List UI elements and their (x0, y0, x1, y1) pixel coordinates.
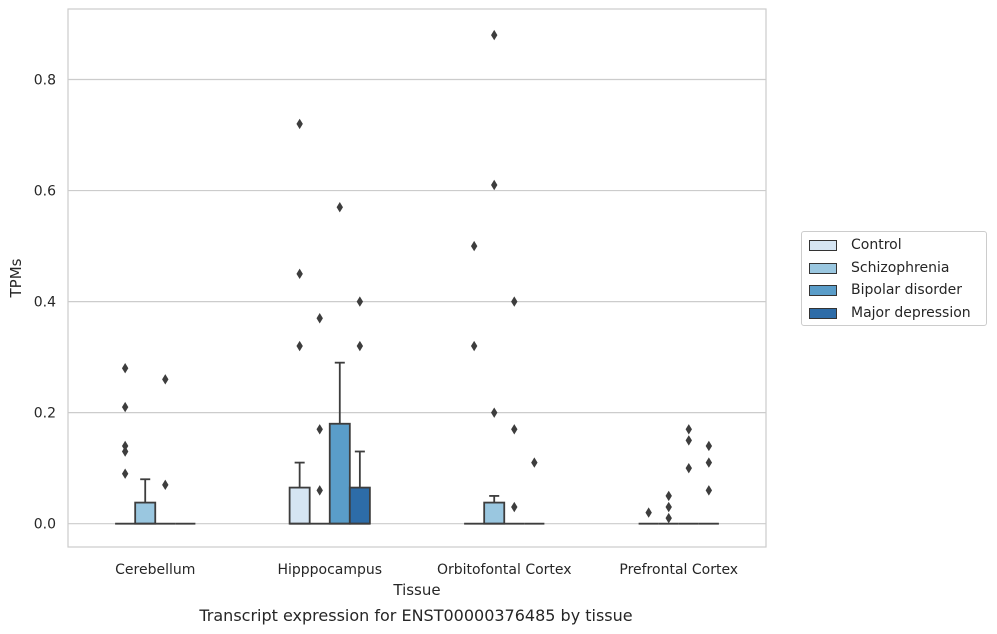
box-major-depression (348, 450, 371, 525)
outlier-point (665, 490, 672, 502)
legend-item-schizophrenia: Schizophrenia (809, 259, 949, 277)
box-schizophrenia (483, 495, 506, 525)
legend-swatch-control (809, 239, 837, 251)
legend-item-control: Control (809, 236, 902, 254)
outlier-point (705, 457, 713, 468)
outlier-point (121, 440, 129, 452)
x-axis-label: Tissue (392, 581, 440, 599)
outlier-point (665, 512, 672, 524)
x-tick-label: Orbitofontal Cortex (437, 562, 572, 578)
outlier-point (491, 407, 498, 418)
outlier-point (511, 296, 518, 307)
outlier-point (121, 363, 129, 374)
box-rect (134, 501, 157, 525)
outlier-point (645, 507, 652, 518)
outlier-point (296, 118, 303, 130)
legend-label-major-depression: Major depression (851, 305, 971, 321)
outlier-point (685, 462, 692, 474)
legend-label-bipolar-disorder: Bipolar disorder (851, 282, 963, 298)
y-tick-label: 0.6 (34, 184, 56, 200)
x-tick-label: Cerebellum (115, 562, 195, 578)
outlier-point (531, 457, 538, 468)
outlier-point (511, 501, 518, 513)
outlier-point (356, 296, 364, 307)
legend-swatch-schizophrenia (809, 262, 837, 274)
box-rect (483, 501, 506, 525)
x-tick-label: Hipppocampus (277, 562, 382, 578)
outlier-point (470, 240, 478, 252)
outlier-point (121, 401, 129, 413)
x-axis-ticks: Cerebellum Hipppocampus Orbitofontal Corte… (115, 562, 738, 578)
outlier-point (162, 374, 169, 385)
chart-caption: Transcript expression for ENST0000037648… (199, 606, 633, 625)
y-tick-label: 0.0 (34, 517, 56, 533)
chart-legend: Control Schizophrenia Bipolar disorder M… (801, 231, 987, 326)
y-axis-label: TPMs (7, 258, 25, 298)
box-schizophrenia (134, 478, 157, 525)
box-rect (328, 422, 351, 525)
box-rect (348, 486, 371, 525)
legend-item-major-depression: Major depression (809, 304, 971, 322)
box-series (115, 361, 719, 525)
legend-swatch-major-depression (809, 307, 837, 319)
y-tick-label: 0.8 (34, 73, 56, 89)
legend-label-schizophrenia: Schizophrenia (851, 260, 950, 276)
outlier-point (162, 479, 169, 491)
outlier-point (470, 340, 478, 352)
outlier-point (491, 29, 498, 41)
box-plot-chart: 0.0 0.2 0.4 0.6 0.8 Cerebellum Hipppocampus Or… (7, 8, 767, 599)
grid-lines (68, 78, 766, 525)
box-rect (288, 486, 311, 525)
outlier-point (316, 313, 323, 324)
plot-area-frame (67, 8, 767, 548)
outlier-point (491, 179, 498, 191)
outlier-point (121, 446, 129, 457)
legend-item-bipolar-disorder: Bipolar disorder (809, 281, 962, 299)
outlier-point (685, 435, 692, 446)
legend-swatch-bipolar-disorder (809, 284, 837, 296)
outlier-point (705, 485, 713, 496)
box-control (288, 461, 311, 525)
legend-label-control: Control (851, 237, 902, 253)
y-tick-label: 0.4 (34, 295, 56, 311)
outlier-point (296, 340, 303, 352)
outlier-point (296, 268, 303, 280)
outlier-point (705, 440, 713, 452)
outlier-point (316, 485, 323, 496)
outlier-point (511, 424, 518, 435)
outlier-point (356, 340, 364, 352)
outlier-point (316, 424, 323, 435)
outlier-point (665, 501, 672, 513)
y-axis-ticks: 0.0 0.2 0.4 0.6 0.8 (34, 73, 56, 533)
outlier-point (121, 468, 129, 479)
y-tick-label: 0.2 (34, 406, 56, 422)
outlier-points (121, 29, 713, 524)
outlier-point (336, 202, 343, 213)
outlier-point (685, 424, 692, 435)
x-tick-label: Prefrontal Cortex (619, 562, 738, 578)
box-bipolar-disorder (328, 361, 351, 525)
